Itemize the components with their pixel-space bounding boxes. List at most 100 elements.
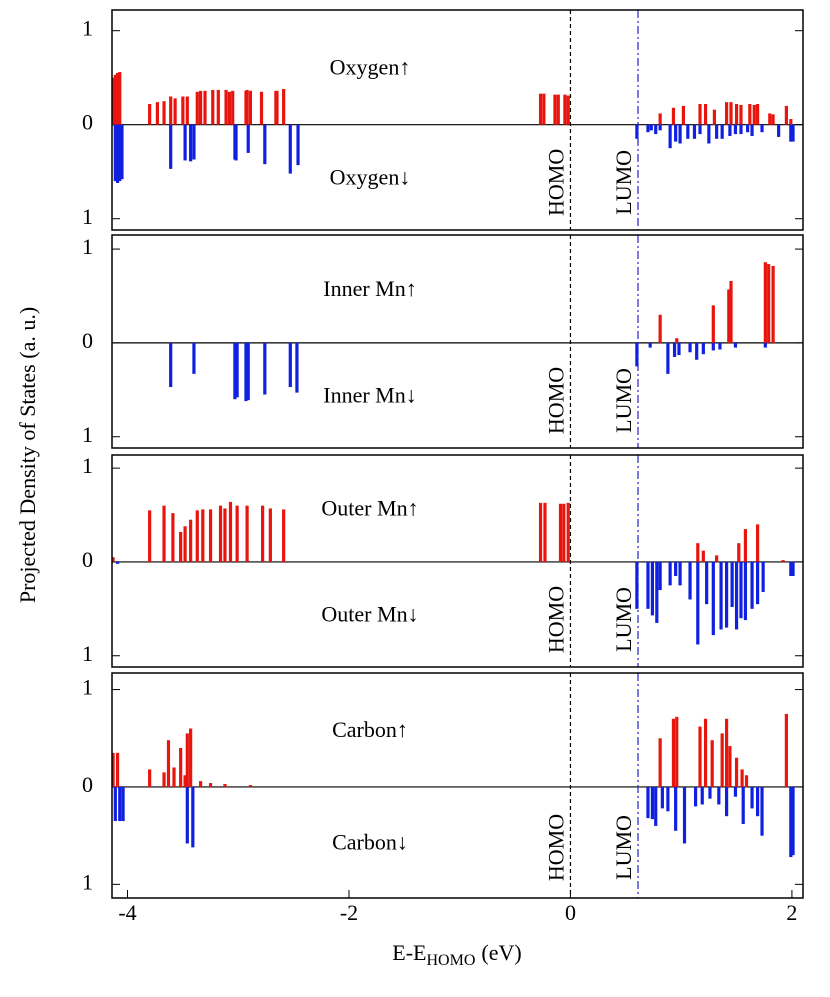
bar (771, 265, 775, 343)
bar (245, 89, 249, 125)
bar (189, 728, 193, 787)
bar (231, 90, 235, 125)
bar (789, 561, 793, 577)
bar (711, 342, 715, 351)
bar (733, 342, 738, 348)
bar (556, 94, 560, 125)
bar (744, 775, 749, 787)
bar (183, 124, 187, 161)
bar (712, 109, 717, 125)
plot-frame (111, 9, 804, 231)
bar (671, 107, 676, 125)
bar (198, 781, 203, 787)
bar (120, 124, 124, 180)
bar (728, 124, 732, 136)
bar (649, 124, 653, 131)
y-tick-label: 0 (82, 547, 93, 572)
bar (553, 94, 557, 125)
y-tick-label: 1 (82, 16, 93, 41)
bar (148, 769, 152, 787)
bar (789, 124, 793, 142)
bar (727, 289, 731, 343)
bar (724, 561, 729, 628)
bar (658, 124, 662, 131)
bar (558, 503, 563, 562)
bar (195, 91, 199, 125)
bar (720, 733, 724, 787)
bar (768, 113, 772, 125)
series-label: Inner Mn↑ (323, 276, 416, 301)
reference-label: HOMO (543, 814, 568, 881)
bar (185, 786, 189, 844)
bar (703, 718, 708, 787)
bar (203, 90, 207, 125)
bar (538, 93, 543, 125)
bar (192, 342, 196, 374)
bar (111, 557, 115, 562)
x-tick-label: 2 (786, 900, 797, 925)
bar (668, 124, 672, 149)
bar (740, 769, 744, 787)
bar (698, 104, 702, 125)
bar (288, 124, 292, 174)
bar (263, 124, 267, 165)
series-label: Oxygen↓ (330, 164, 411, 189)
bar (208, 509, 213, 562)
bar (113, 74, 117, 125)
bar (542, 93, 546, 125)
y-tick-label: 1 (82, 204, 93, 229)
bar (655, 561, 659, 623)
y-tick-label: 0 (82, 328, 93, 353)
bar (682, 786, 687, 844)
bar (245, 505, 249, 562)
bar (654, 786, 658, 826)
bar (192, 124, 196, 160)
bar (162, 772, 166, 787)
bar (781, 560, 785, 562)
bar (666, 342, 670, 374)
bar (681, 105, 686, 125)
bar (711, 561, 715, 636)
bar (755, 786, 760, 817)
bar (743, 561, 748, 621)
bar (729, 280, 733, 343)
reference-label: HOMO (543, 586, 568, 653)
bar (268, 508, 272, 562)
bar (563, 94, 567, 125)
bar (115, 752, 120, 787)
bar (246, 124, 250, 153)
bar (211, 89, 215, 125)
bar (282, 88, 286, 125)
bar (646, 786, 650, 819)
bar (750, 786, 754, 809)
bar (259, 91, 264, 125)
bar (223, 508, 227, 562)
x-label-sub: HOMO (427, 952, 476, 969)
bar (750, 124, 754, 136)
bar (263, 342, 267, 395)
bar (696, 561, 700, 645)
bar (650, 561, 654, 616)
bar (698, 124, 702, 135)
bar (246, 342, 250, 401)
bar (296, 124, 300, 166)
plot-frame (111, 454, 804, 668)
bar (668, 561, 672, 586)
bar (562, 503, 566, 562)
bar (672, 342, 677, 357)
bar (741, 786, 745, 824)
bar (739, 561, 743, 619)
x-tick-label: 0 (565, 900, 576, 925)
bar (198, 90, 203, 125)
bar (295, 342, 299, 393)
bar (635, 124, 639, 139)
bar (771, 114, 775, 125)
bar (734, 757, 739, 787)
bar (195, 510, 199, 562)
reference-label: LUMO (611, 150, 636, 215)
bar (752, 104, 756, 125)
bar (183, 775, 187, 787)
bar (718, 342, 722, 350)
y-tick-label: 0 (82, 110, 93, 135)
y-tick-label: 1 (82, 422, 93, 447)
